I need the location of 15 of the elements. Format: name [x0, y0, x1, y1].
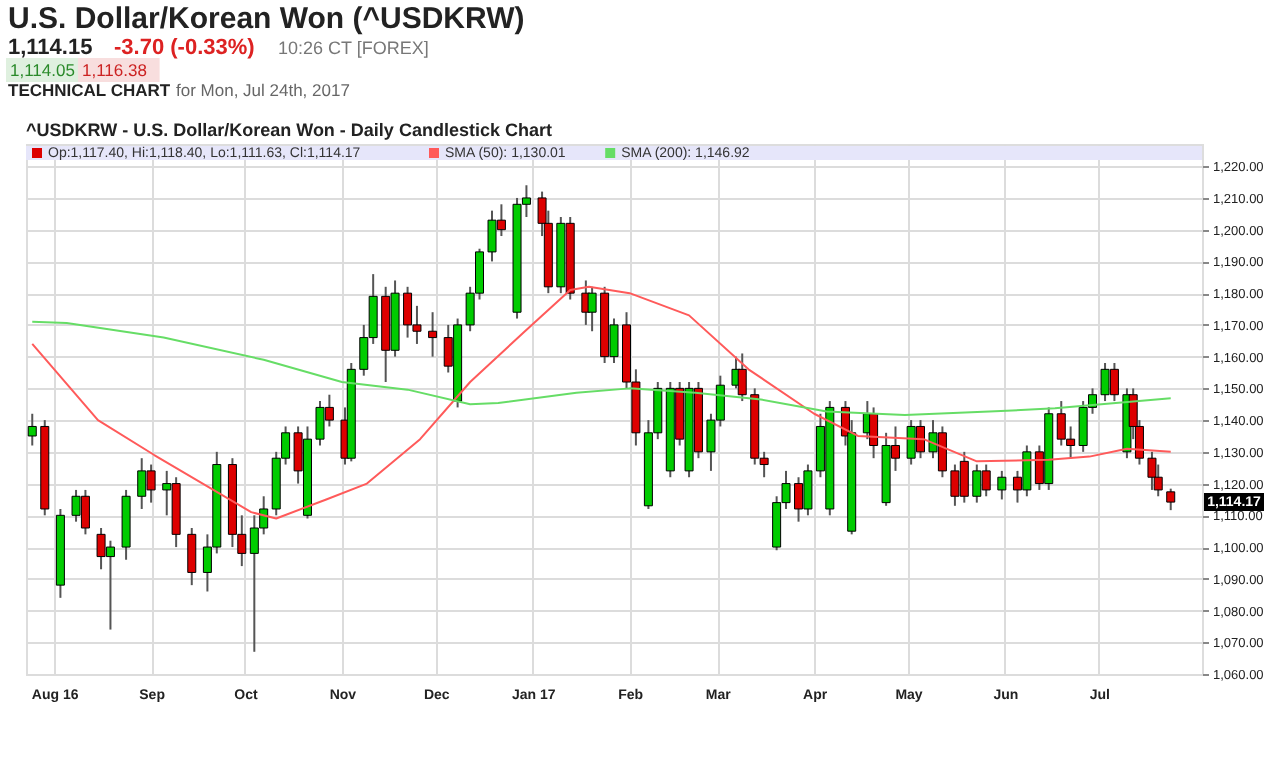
text: 1,116.38 — [82, 60, 148, 80]
chart-subtitle: ^USDKRW - U.S. Dollar/Korean Won - Daily Candlestick Chart — [26, 120, 552, 140]
text: 10:26 CT [FOREX] — [278, 38, 429, 58]
candlestick — [187, 527, 197, 587]
chart-title: U.S. Dollar/Korean Won (^USDKRW) — [8, 2, 525, 36]
line-series — [31, 320, 1172, 417]
line-series — [31, 285, 1172, 520]
text: TECHNICAL CHART — [8, 80, 172, 100]
text: for Mon, Jul 24th, 2017 — [176, 80, 351, 100]
candlestick — [1166, 487, 1176, 512]
text: -3.70 (-0.33%) — [114, 36, 256, 60]
candlestick — [428, 311, 438, 358]
text: 1,114.05 — [10, 60, 76, 80]
text: 1,114.15 — [8, 36, 93, 60]
candlestick — [997, 469, 1007, 501]
